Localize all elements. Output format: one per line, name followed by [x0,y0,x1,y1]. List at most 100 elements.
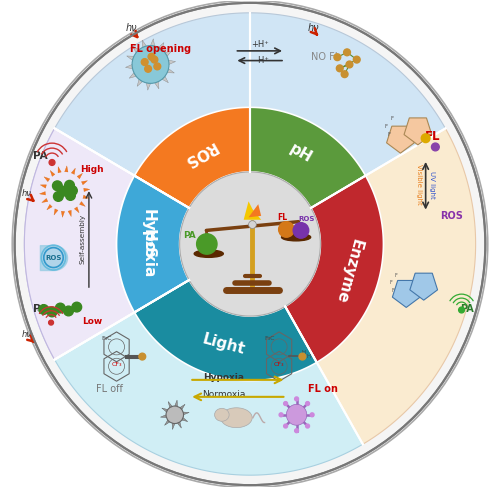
Text: PA: PA [460,304,474,314]
Text: CF₃: CF₃ [274,362,284,367]
Text: H₂S: H₂S [140,229,156,259]
Circle shape [64,181,74,190]
Text: UV light: UV light [429,171,435,199]
Circle shape [346,61,353,68]
Text: F: F [390,280,392,285]
Circle shape [294,429,298,433]
Text: −H⁺: −H⁺ [251,57,268,65]
Ellipse shape [132,45,169,83]
Circle shape [49,160,55,165]
Polygon shape [54,312,363,475]
Text: PA: PA [183,231,196,240]
Text: CF₃: CF₃ [112,362,122,367]
Polygon shape [116,176,189,312]
Polygon shape [77,173,82,179]
Polygon shape [158,42,164,50]
Polygon shape [392,281,420,307]
Polygon shape [162,76,168,83]
Circle shape [299,353,306,360]
Polygon shape [167,69,174,73]
Text: FL on: FL on [308,384,338,394]
Ellipse shape [220,408,252,427]
Polygon shape [248,204,261,217]
Polygon shape [404,118,431,145]
Polygon shape [42,199,48,203]
Polygon shape [162,408,168,412]
Polygon shape [47,204,52,210]
Circle shape [56,303,65,313]
Text: hν: hν [126,22,137,33]
Text: ROS: ROS [440,211,464,221]
Text: FL: FL [278,213,287,222]
Text: FL opening: FL opening [130,44,191,54]
Polygon shape [175,400,178,407]
Polygon shape [80,202,86,206]
Polygon shape [132,46,139,53]
Circle shape [47,307,57,317]
Text: Low: Low [82,317,102,326]
Polygon shape [54,209,58,215]
Text: F: F [384,123,388,128]
Polygon shape [40,185,46,188]
Polygon shape [150,39,154,46]
Text: F₃C: F₃C [264,336,274,341]
Ellipse shape [180,172,320,316]
Circle shape [139,353,145,360]
Text: F: F [392,287,394,292]
Text: High: High [80,165,104,174]
Text: ROS: ROS [298,216,315,222]
Polygon shape [126,64,132,69]
Text: PA: PA [33,304,48,314]
Circle shape [432,143,439,151]
Circle shape [66,191,76,201]
Polygon shape [244,202,261,220]
Circle shape [64,306,74,316]
Text: Normoxia: Normoxia [202,390,245,399]
Circle shape [166,406,184,424]
Circle shape [284,402,288,406]
Ellipse shape [12,0,488,488]
Polygon shape [83,195,89,199]
Text: ROS: ROS [180,138,218,169]
Polygon shape [168,60,175,64]
Polygon shape [165,51,172,56]
Text: Light: Light [200,332,246,358]
Circle shape [344,49,350,56]
Text: Hypoxia: Hypoxia [203,373,244,382]
Polygon shape [40,192,46,195]
Circle shape [354,56,360,63]
Polygon shape [44,177,50,182]
Text: Enzyme: Enzyme [332,237,364,305]
Polygon shape [126,56,134,61]
Circle shape [458,307,464,313]
Polygon shape [160,415,166,418]
Circle shape [142,59,148,65]
Circle shape [422,134,430,142]
Polygon shape [410,273,438,300]
Circle shape [144,65,152,72]
Circle shape [293,223,308,238]
Circle shape [310,413,314,417]
Text: Self-assembly: Self-assembly [80,214,86,264]
Text: Visible light: Visible light [416,164,422,205]
Circle shape [278,222,294,237]
Polygon shape [180,404,185,409]
Text: H: H [302,350,306,355]
Polygon shape [62,211,64,217]
Polygon shape [182,418,188,422]
Circle shape [151,56,158,63]
Polygon shape [116,176,189,312]
Polygon shape [84,188,90,192]
Text: ROS: ROS [46,255,62,261]
Polygon shape [54,13,446,176]
Polygon shape [24,128,134,360]
Circle shape [294,397,298,401]
Polygon shape [134,280,316,381]
Circle shape [306,402,310,406]
Circle shape [334,54,340,61]
Text: +H⁺: +H⁺ [251,41,268,49]
Text: F: F [390,116,393,122]
Polygon shape [50,170,55,176]
Polygon shape [183,412,189,415]
Polygon shape [172,423,175,429]
